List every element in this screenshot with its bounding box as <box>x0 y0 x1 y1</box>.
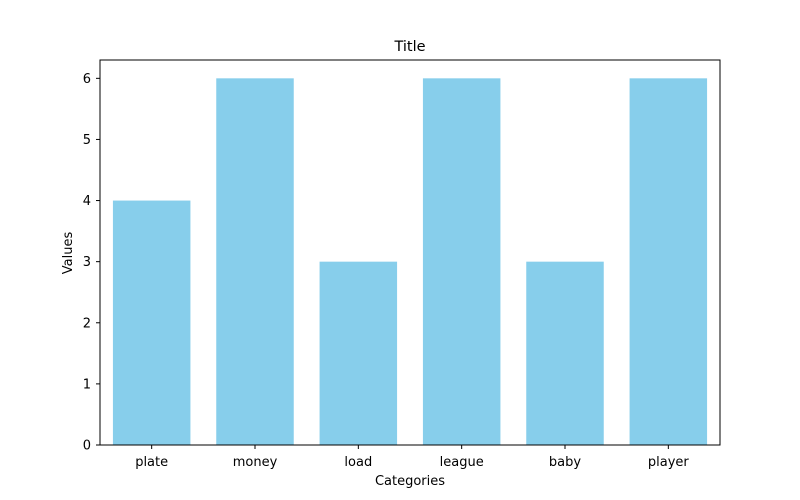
chart-title: Title <box>393 39 425 55</box>
x-tick-label-load: load <box>344 455 372 470</box>
y-axis-label: Values <box>61 232 76 275</box>
x-tick-label-money: money <box>233 455 278 470</box>
x-tick-label-player: player <box>648 455 690 470</box>
y-tick-label-6: 6 <box>83 72 91 87</box>
x-tick-label-league: league <box>440 455 484 470</box>
bar-league <box>422 78 501 445</box>
bars-layer <box>112 78 708 445</box>
y-tick-label-4: 4 <box>83 194 91 209</box>
plot-frame <box>99 59 721 446</box>
x-tick-label-plate: plate <box>135 455 168 470</box>
y-axis-ticks: 0 1 2 3 4 5 6 <box>83 72 100 454</box>
x-tick-label-baby: baby <box>549 455 581 470</box>
bar-money <box>216 78 294 445</box>
y-tick-label-1: 1 <box>83 377 91 392</box>
bar-player <box>629 78 708 445</box>
y-tick-label-3: 3 <box>83 255 91 270</box>
bar-baby <box>526 261 604 445</box>
y-tick-label-2: 2 <box>83 316 91 331</box>
bar-load <box>319 261 398 445</box>
x-axis-label: Categories <box>375 474 445 489</box>
x-axis-ticks: plate money load league baby player <box>135 445 689 470</box>
y-tick-label-5: 5 <box>83 133 91 148</box>
y-tick-label-0: 0 <box>83 439 91 454</box>
bar-plate <box>112 200 191 445</box>
